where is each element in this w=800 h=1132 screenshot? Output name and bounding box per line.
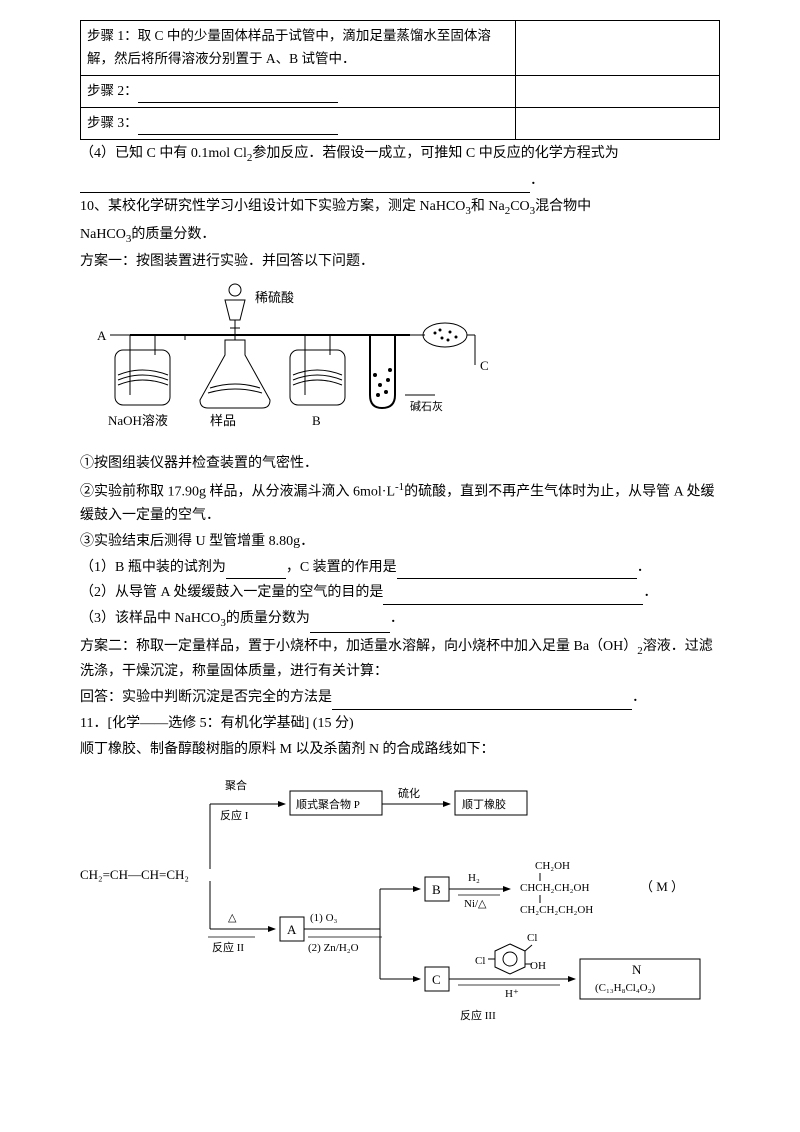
naoh-label: NaOH溶液 xyxy=(108,413,168,428)
b-label: B xyxy=(312,413,321,428)
steps-table: 步骤 1：取 C 中的少量固体样品于试管中，滴加足量蒸馏水至固体溶解，然后将所得… xyxy=(80,20,720,140)
q11-line: 顺丁橡胶、制备醇酸树脂的原料 M 以及杀菌剂 N 的合成路线如下： xyxy=(80,738,720,762)
soda-lime-label: 碱石灰 xyxy=(410,399,443,413)
step2-blank-line xyxy=(138,87,338,103)
blank xyxy=(332,693,632,709)
t: 10、某校化学研究性学习小组设计如下实验方案，测定 NaHCO xyxy=(80,199,465,214)
q10-head: 10、某校化学研究性学习小组设计如下实验方案，测定 NaHCO3和 Na2CO3… xyxy=(80,195,720,220)
dilute-acid-label: 稀硫酸 xyxy=(255,290,294,305)
q4-a: （4）已知 C 中有 0.1mol Cl xyxy=(80,146,247,161)
q4-text: （4）已知 C 中有 0.1mol Cl2参加反应．若假设一成立，可推知 C 中… xyxy=(80,142,720,167)
blank xyxy=(310,616,390,632)
p: ． xyxy=(643,585,657,600)
hplus-label: H⁺ xyxy=(505,988,519,1000)
c-label: C xyxy=(480,358,489,373)
t: 的质量分数． xyxy=(131,227,215,242)
q4-tail: ． xyxy=(530,173,544,188)
A-label: A xyxy=(97,328,107,343)
p: ． xyxy=(637,560,651,575)
q11-head: 11．[化学——选修 5：有机化学基础] (15 分) xyxy=(80,712,720,736)
blank xyxy=(383,589,643,605)
q10-step1: ①按图组装仪器并检查装置的气密性． xyxy=(80,452,720,476)
step3-prefix: 步骤 3： xyxy=(87,115,138,130)
t: 方案二：称取一定量样品，置于小烧杯中，加适量水溶解，向小烧杯中加入足量 Ba（O… xyxy=(80,639,637,654)
t: （3）该样品中 NaHCO xyxy=(80,611,220,626)
table-row: 步骤 2： xyxy=(81,75,720,107)
step1-cell: 步骤 1：取 C 中的少量固体样品于试管中，滴加足量蒸馏水至固体溶解，然后将所得… xyxy=(81,21,516,76)
t: 和 Na xyxy=(471,199,505,214)
drying-tube-c: C xyxy=(410,323,489,373)
o3-label: (1) O₃ xyxy=(310,912,338,924)
q10-plan1: 方案一：按图装置进行实验．并回答以下问题． xyxy=(80,250,720,274)
p: ． xyxy=(390,611,404,626)
cl-label-2: Cl xyxy=(475,955,485,967)
poly-label: 聚合 xyxy=(225,778,247,792)
step3-cell: 步骤 3： xyxy=(81,107,516,139)
synthesis-route: CH₂=CH—CH=CH₂ 聚合 反应 I 顺式聚合物 P 硫化 顺丁橡胶 △ … xyxy=(80,769,720,1029)
t: （2）从导管 A 处缓缓鼓入一定量的空气的目的是 xyxy=(80,585,383,600)
q10-answer: 回答：实验中判断沉淀是否完全的方法是 ． xyxy=(80,686,720,710)
box-b: B xyxy=(432,882,441,897)
start-compound: CH₂=CH—CH=CH₂ xyxy=(80,867,189,882)
n-formula: (C₁₃H₈Cl₄O₂) xyxy=(595,982,655,994)
apparatus-diagram: 稀硫酸 A NaOH溶液 样品 xyxy=(80,280,500,450)
blank xyxy=(397,563,637,579)
q10-p1: （1）B 瓶中装的试剂为 ，C 装置的作用是 ． xyxy=(80,556,720,580)
blank xyxy=(226,563,286,579)
q10-p3: （3）该样品中 NaHCO3的质量分数为． xyxy=(80,607,720,632)
t: ，C 装置的作用是 xyxy=(286,560,397,575)
table-row: 步骤 3： xyxy=(81,107,720,139)
m-line2: CHCH₂CH₂OH xyxy=(520,882,589,894)
cl-label: Cl xyxy=(527,932,537,944)
m-line1: CH₂OH xyxy=(535,860,570,872)
q10-step2: ②实验前称取 17.90g 样品，从分液漏斗滴入 6mol·L-1的硫酸，直到不… xyxy=(80,478,720,528)
ni-label: Ni/△ xyxy=(464,898,487,910)
sup: -1 xyxy=(395,481,404,493)
box-a: A xyxy=(287,922,297,937)
table-row: 步骤 1：取 C 中的少量固体样品于试管中，滴加足量蒸馏水至固体溶解，然后将所得… xyxy=(81,21,720,76)
b-bottle xyxy=(290,335,345,405)
m-paren: （ M ） xyxy=(640,879,684,894)
q10-plan2: 方案二：称取一定量样品，置于小烧杯中，加适量水溶解，向小烧杯中加入足量 Ba（O… xyxy=(80,635,720,684)
step2-prefix: 步骤 2： xyxy=(87,83,138,98)
cis-polymer: 顺式聚合物 P xyxy=(296,797,360,811)
vulc-label: 硫化 xyxy=(398,786,420,800)
t: 混合物中 xyxy=(535,199,591,214)
cis-rubber: 顺丁橡胶 xyxy=(462,797,506,811)
benzene-ring: Cl Cl OH xyxy=(475,932,546,974)
t: ②实验前称取 17.90g 样品，从分液漏斗滴入 6mol·L xyxy=(80,484,395,499)
step2-blank xyxy=(515,75,719,107)
page-container: 步骤 1：取 C 中的少量固体样品于试管中，滴加足量蒸馏水至固体溶解，然后将所得… xyxy=(0,0,800,1077)
q4-underline xyxy=(80,177,530,193)
heat-label: △ xyxy=(228,912,237,924)
step1-blank xyxy=(515,21,719,76)
q10-p2: （2）从导管 A 处缓缓鼓入一定量的空气的目的是 ． xyxy=(80,581,720,605)
m-line3: CH₂CH₂CH₂OH xyxy=(520,904,593,916)
t: 的质量分数为 xyxy=(226,611,310,626)
q4-blank-line: ． xyxy=(80,169,720,193)
rxn1-label: 反应 I xyxy=(220,808,249,822)
n-name: N xyxy=(632,962,642,977)
q10-head2: NaHCO3的质量分数． xyxy=(80,223,720,248)
t: 回答：实验中判断沉淀是否完全的方法是 xyxy=(80,690,332,705)
rxn2-label: 反应 II xyxy=(212,940,244,954)
step3-blank-line xyxy=(138,119,338,135)
zn-label: (2) Zn/H₂O xyxy=(308,942,359,954)
step3-blank xyxy=(515,107,719,139)
box-c: C xyxy=(432,972,441,987)
p: ． xyxy=(632,690,646,705)
q4-b: 参加反应．若假设一成立，可推知 C 中反应的化学方程式为 xyxy=(252,146,618,161)
sample-flask xyxy=(185,335,270,408)
t: NaHCO xyxy=(80,227,126,242)
step2-cell: 步骤 2： xyxy=(81,75,516,107)
q10-step3: ③实验结束后测得 U 型管增重 8.80g． xyxy=(80,530,720,554)
rxn3-label: 反应 III xyxy=(460,1008,496,1022)
naoh-bottle xyxy=(115,335,170,405)
u-tube xyxy=(370,335,395,408)
t: （1）B 瓶中装的试剂为 xyxy=(80,560,226,575)
sample-label: 样品 xyxy=(210,413,236,428)
t: CO xyxy=(510,199,529,214)
oh-label: OH xyxy=(530,960,546,972)
h2-label: H₂ xyxy=(468,872,480,884)
